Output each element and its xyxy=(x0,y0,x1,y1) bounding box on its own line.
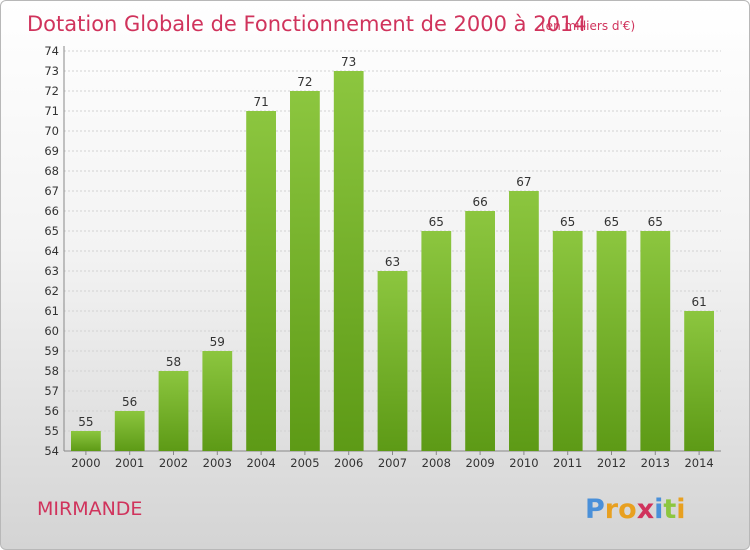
bar-2013 xyxy=(640,231,671,451)
y-tick-label: 66 xyxy=(44,204,59,218)
y-tick-label: 67 xyxy=(44,184,59,198)
y-tick-label: 61 xyxy=(44,304,59,318)
y-tick-label: 68 xyxy=(44,164,59,178)
data-label-2009: 66 xyxy=(472,195,487,209)
y-tick-label: 60 xyxy=(44,324,59,338)
y-tick-labels: 54 55 56 57 58 59 60 61 62 63 64 65 66 67 68 69 70 71 72 73… xyxy=(44,44,59,458)
data-label-2010: 67 xyxy=(516,175,531,189)
y-tick-label: 63 xyxy=(44,264,59,278)
x-tick-label: 2007 xyxy=(378,456,407,470)
data-label-2007: 63 xyxy=(385,255,400,269)
x-tick-label: 2002 xyxy=(159,456,188,470)
y-tick-label: 62 xyxy=(44,284,59,298)
bar-2010 xyxy=(509,191,539,451)
bars: 55 56 58 59 71 72 73 63 65 66 67 65 65 65 61 xyxy=(71,55,714,451)
y-tick-label: 58 xyxy=(44,364,59,378)
logo-letter: x xyxy=(637,494,654,525)
logo-letter: t xyxy=(663,494,676,525)
chart-title: Dotation Globale de Fonctionnement de 20… xyxy=(27,12,587,36)
data-label-2001: 56 xyxy=(122,395,137,409)
x-tick-label: 2004 xyxy=(246,456,275,470)
chart-subtitle: (en milliers d'€) xyxy=(541,19,635,33)
bar-2011 xyxy=(552,231,583,451)
bar-2003 xyxy=(202,351,233,451)
x-tick-label: 2014 xyxy=(684,456,713,470)
y-tick-label: 55 xyxy=(44,424,59,438)
logo-letter: o xyxy=(618,494,637,525)
commune-name: MIRMANDE xyxy=(37,498,142,520)
data-label-2006: 73 xyxy=(341,55,356,69)
y-tick-label: 70 xyxy=(44,124,59,138)
x-tick-label: 2008 xyxy=(422,456,451,470)
x-tick-label: 2010 xyxy=(509,456,538,470)
data-label-2013: 65 xyxy=(648,215,663,229)
bar-2014 xyxy=(684,311,714,451)
y-tick-label: 56 xyxy=(44,404,59,418)
y-tick-label: 74 xyxy=(44,44,59,58)
data-label-2008: 65 xyxy=(429,215,444,229)
data-label-2012: 65 xyxy=(604,215,619,229)
bar-2001 xyxy=(114,411,145,451)
bar-2006 xyxy=(333,71,364,451)
bar-2004 xyxy=(246,111,276,451)
data-label-2004: 71 xyxy=(253,95,268,109)
y-tick-label: 59 xyxy=(44,344,59,358)
bar-2009 xyxy=(465,211,495,451)
bar-2002 xyxy=(158,371,189,451)
x-tick-label: 2009 xyxy=(465,456,494,470)
bar-2000 xyxy=(71,431,101,451)
y-tick-label: 54 xyxy=(44,444,59,458)
proxiti-logo: Proxiti xyxy=(585,494,686,525)
x-tick-labels: 2000 2001 2002 2003 2004 2005 2006 2007 2008 2009… xyxy=(71,451,714,470)
data-label-2011: 65 xyxy=(560,215,575,229)
data-label-2005: 72 xyxy=(297,75,312,89)
y-tick-label: 71 xyxy=(44,104,59,118)
bar-2007 xyxy=(377,271,408,451)
y-tick-label: 57 xyxy=(44,384,59,398)
x-tick-label: 2013 xyxy=(641,456,670,470)
x-tick-label: 2011 xyxy=(553,456,582,470)
y-tick-label: 64 xyxy=(44,244,59,258)
logo-letter: r xyxy=(605,494,619,525)
data-label-2014: 61 xyxy=(691,295,706,309)
y-tick-label: 72 xyxy=(44,84,59,98)
logo-letter: i xyxy=(676,494,685,525)
y-tick-label: 69 xyxy=(44,144,59,158)
y-tick-label: 73 xyxy=(44,64,59,78)
x-tick-label: 2000 xyxy=(71,456,100,470)
x-tick-label: 2003 xyxy=(203,456,232,470)
bar-2008 xyxy=(421,231,452,451)
logo-letter: i xyxy=(654,494,663,525)
data-label-2003: 59 xyxy=(210,335,225,349)
x-tick-label: 2012 xyxy=(597,456,626,470)
data-label-2002: 58 xyxy=(166,355,181,369)
bar-2012 xyxy=(596,231,627,451)
data-label-2000: 55 xyxy=(78,415,93,429)
y-tick-label: 65 xyxy=(44,224,59,238)
x-tick-label: 2005 xyxy=(290,456,319,470)
logo-letter: P xyxy=(585,494,605,525)
x-tick-label: 2006 xyxy=(334,456,363,470)
bar-2005 xyxy=(290,91,320,451)
x-tick-label: 2001 xyxy=(115,456,144,470)
